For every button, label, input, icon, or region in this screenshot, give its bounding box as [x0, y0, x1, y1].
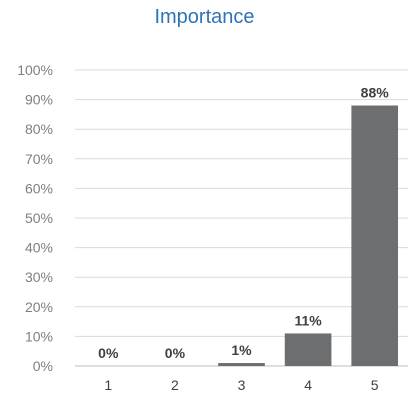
data-label: 88% — [361, 85, 390, 101]
y-tick-label: 80% — [25, 121, 53, 137]
bar — [284, 333, 332, 366]
data-label: 0% — [98, 345, 119, 361]
y-tick-label: 40% — [25, 240, 53, 256]
x-tick-label: 5 — [371, 377, 379, 393]
x-tick-label: 1 — [104, 377, 112, 393]
y-tick-label: 100% — [17, 62, 53, 78]
bar — [351, 105, 399, 367]
data-label: 1% — [231, 342, 252, 358]
x-tick-label: 2 — [171, 377, 179, 393]
data-labels: 0% 0% 1% 11% 88% — [98, 85, 389, 361]
y-tick-label: 70% — [25, 151, 53, 167]
chart-title: Importance — [154, 6, 255, 28]
bars — [218, 105, 399, 367]
y-tick-label: 20% — [25, 299, 53, 315]
y-tick-label: 60% — [25, 180, 53, 196]
x-tick-label: 4 — [304, 377, 312, 393]
bar — [218, 363, 265, 366]
y-tick-label: 30% — [25, 269, 53, 285]
y-tick-label: 10% — [25, 328, 53, 344]
data-label: 0% — [165, 345, 186, 361]
x-tick-label: 3 — [238, 377, 246, 393]
x-axis-labels: 1 2 3 4 5 — [104, 377, 378, 393]
y-tick-label: 90% — [25, 92, 53, 108]
y-axis-labels: 0% 10% 20% 30% 40% 50% 60% 70% 80% 90% 100% — [17, 62, 53, 374]
y-tick-label: 50% — [25, 210, 53, 226]
data-label: 11% — [294, 312, 322, 328]
y-tick-label: 0% — [33, 358, 53, 374]
